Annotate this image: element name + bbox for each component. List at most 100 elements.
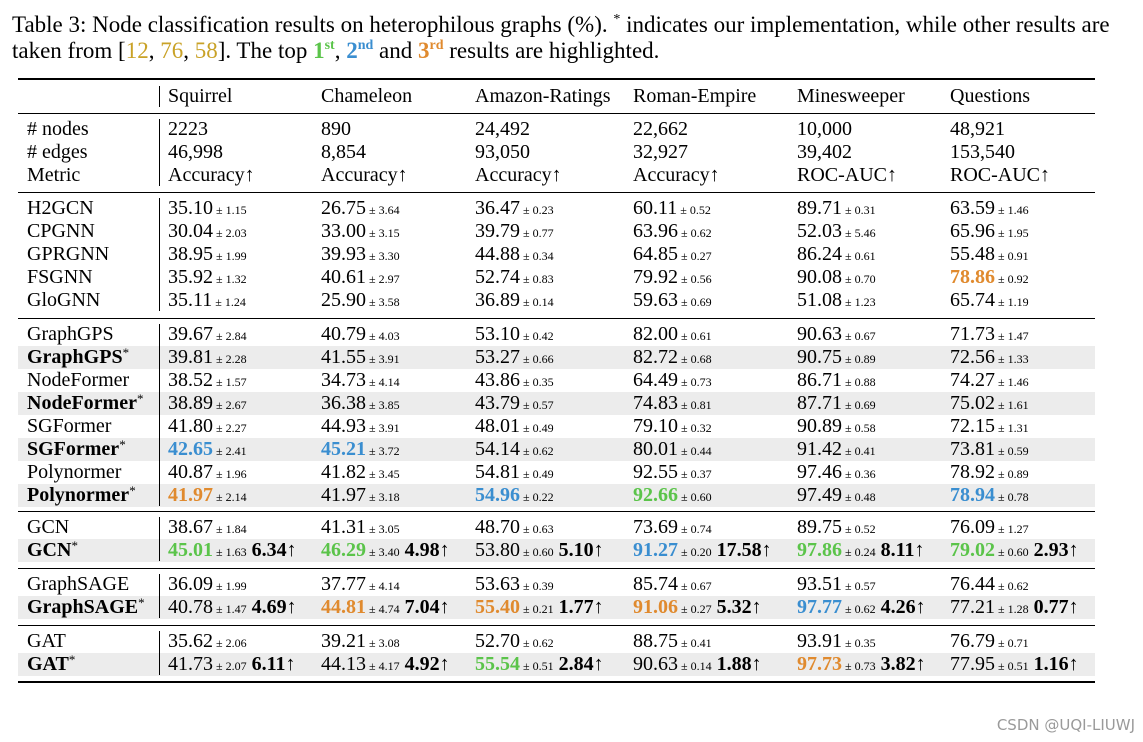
result-std: ± 0.69 xyxy=(678,295,712,309)
result-value: 42.65 xyxy=(168,438,213,460)
result-value: 77.95 xyxy=(950,653,995,675)
result-cell: 52.74 ± 0.83 xyxy=(475,266,554,291)
result-cell: 40.79 ± 4.03 xyxy=(321,323,400,348)
result-std: ± 3.72 xyxy=(366,444,400,458)
result-std: ± 0.62 xyxy=(520,636,554,650)
result-std: ± 0.60 xyxy=(995,545,1029,559)
stats-label: # edges xyxy=(27,141,88,163)
model-row-ours: GAT* 41.73 ± 2.07 6.11↑ 44.13 ± 4.17 4.92↑… xyxy=(18,653,1095,676)
ours-marker: * xyxy=(68,652,76,667)
result-value: 26.75 xyxy=(321,197,366,219)
result-value: 93.51 xyxy=(797,573,842,595)
result-value: 82.72 xyxy=(633,346,678,368)
improvement-value: 1.77↑ xyxy=(558,596,604,618)
result-cell: 43.86 ± 0.35 xyxy=(475,369,554,394)
result-std: ± 0.24 xyxy=(842,545,876,559)
result-cell: 76.09 ± 1.27 xyxy=(950,516,1029,541)
result-value: 80.01 xyxy=(633,438,678,460)
result-cell: 86.71 ± 0.88 xyxy=(797,369,876,394)
result-value: 88.75 xyxy=(633,630,678,652)
result-cell: 63.59 ± 1.46 xyxy=(950,197,1029,222)
result-value: 54.14 xyxy=(475,438,520,460)
result-std: ± 0.78 xyxy=(995,490,1029,504)
result-cell: 54.14 ± 0.62 xyxy=(475,438,554,463)
result-std: ± 0.31 xyxy=(842,203,876,217)
result-std: ± 2.03 xyxy=(213,226,247,240)
result-std: ± 0.58 xyxy=(842,421,876,435)
model-row: GraphSAGE 36.09 ± 1.99 37.77 ± 4.14 53.63 ±… xyxy=(18,573,1095,596)
model-name: GraphGPS xyxy=(27,323,114,345)
result-std: ± 1.47 xyxy=(213,602,247,616)
result-cell: 41.82 ± 3.45 xyxy=(321,461,400,486)
result-std: ± 0.39 xyxy=(520,579,554,593)
caption-text: , xyxy=(148,38,161,63)
result-cell: 77.21 ± 1.28 0.77↑ xyxy=(950,596,1079,621)
model-name: GAT* xyxy=(27,652,76,675)
result-cell: 55.48 ± 0.91 xyxy=(950,243,1029,268)
result-cell: 36.09 ± 1.99 xyxy=(168,573,247,598)
result-value: 44.93 xyxy=(321,415,366,437)
citation-link[interactable]: 76 xyxy=(160,38,184,63)
result-cell: 34.73 ± 4.14 xyxy=(321,369,400,394)
column-divider xyxy=(159,324,160,506)
caption-third-label: 3rd xyxy=(418,38,444,63)
result-value: 41.97 xyxy=(168,484,213,506)
stats-label: # nodes xyxy=(27,118,89,140)
result-std: ± 0.67 xyxy=(842,329,876,343)
caption-text: , xyxy=(183,38,195,63)
result-std: ± 4.14 xyxy=(366,579,400,593)
result-cell: 85.74 ± 0.67 xyxy=(633,573,712,598)
result-std: ± 0.73 xyxy=(678,375,712,389)
result-value: 78.86 xyxy=(950,266,995,288)
improvement-value: 2.93↑ xyxy=(1033,539,1079,561)
improvement-value: 4.98↑ xyxy=(404,539,450,561)
result-std: ± 2.06 xyxy=(213,636,247,650)
model-name: GloGNN xyxy=(27,289,101,311)
result-cell: 39.81 ± 2.28 xyxy=(168,346,247,371)
result-cell: 97.73 ± 0.73 3.82↑ xyxy=(797,653,926,678)
result-value: 63.59 xyxy=(950,197,995,219)
result-value: 55.48 xyxy=(950,243,995,265)
citation-link[interactable]: 58 xyxy=(194,38,218,63)
caption-text: indicates our implementation, while othe… xyxy=(12,12,1110,63)
result-cell: 40.78 ± 1.47 4.69↑ xyxy=(168,596,297,621)
result-value: 71.73 xyxy=(950,323,995,345)
model-row-ours: GCN* 45.01 ± 1.63 6.34↑ 46.29 ± 3.40 4.98↑… xyxy=(18,539,1095,562)
result-std: ± 0.52 xyxy=(677,203,711,217)
result-cell: 53.10 ± 0.42 xyxy=(475,323,554,348)
result-cell: 35.62 ± 2.06 xyxy=(168,630,247,655)
citation-link[interactable]: 12 xyxy=(125,38,149,63)
stats-value: 890 xyxy=(321,118,351,140)
result-cell: 73.81 ± 0.59 xyxy=(950,438,1029,463)
column-header: Chameleon xyxy=(321,85,413,107)
improvement-value: 0.77↑ xyxy=(1033,596,1079,618)
result-cell: 42.65 ± 2.41 xyxy=(168,438,247,463)
result-std: ± 1.28 xyxy=(995,602,1029,616)
result-cell: 97.46 ± 0.36 xyxy=(797,461,876,486)
result-std: ± 0.48 xyxy=(842,490,876,504)
result-value: 92.66 xyxy=(633,484,678,506)
improvement-value: 6.11↑ xyxy=(251,653,296,675)
model-name: GraphSAGE* xyxy=(27,595,145,618)
result-value: 60.11 xyxy=(633,197,678,219)
result-std: ± 0.92 xyxy=(995,272,1029,286)
result-std: ± 0.49 xyxy=(520,467,554,481)
result-cell: 90.89 ± 0.58 xyxy=(797,415,876,440)
result-value: 90.75 xyxy=(797,346,842,368)
stats-row: # edges 46,998 8,854 93,050 32,927 39,402 153,… xyxy=(18,141,1095,164)
model-name: GAT xyxy=(27,630,66,652)
stats-row: # nodes 2223 890 24,492 22,662 10,000 48,921 xyxy=(18,118,1095,141)
result-std: ± 3.91 xyxy=(366,421,400,435)
result-std: ± 1.63 xyxy=(213,545,247,559)
result-std: ± 3.30 xyxy=(366,249,400,263)
result-cell: 53.63 ± 0.39 xyxy=(475,573,554,598)
result-cell: 35.11 ± 1.24 xyxy=(168,289,246,314)
result-value: 46.29 xyxy=(321,539,366,561)
improvement-value: 1.16↑ xyxy=(1033,653,1079,675)
result-std: ± 1.61 xyxy=(995,398,1029,412)
result-std: ± 5.46 xyxy=(842,226,876,240)
result-value: 41.97 xyxy=(321,484,366,506)
model-row-ours: NodeFormer* 38.89 ± 2.67 36.38 ± 3.85 43.79… xyxy=(18,392,1095,415)
result-value: 30.04 xyxy=(168,220,213,242)
caption-text: results are highlighted. xyxy=(443,38,660,63)
